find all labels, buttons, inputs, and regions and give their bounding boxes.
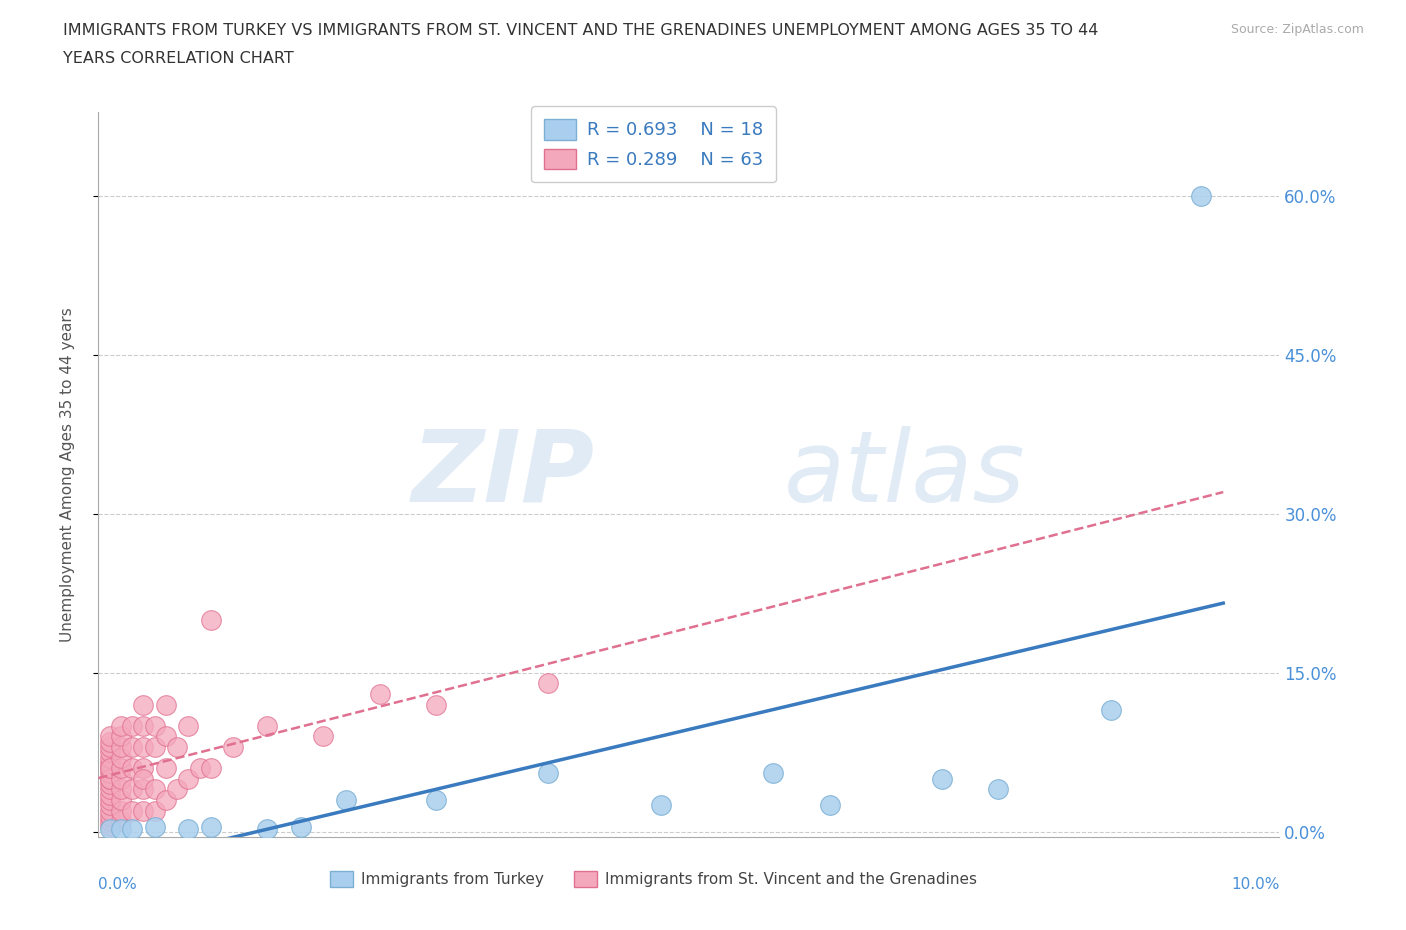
Point <box>335 792 357 807</box>
Text: ZIP: ZIP <box>412 426 595 523</box>
Point <box>110 761 132 776</box>
Point <box>132 718 155 733</box>
Point <box>177 718 200 733</box>
Point <box>143 820 166 835</box>
Point <box>818 798 841 813</box>
Point <box>110 804 132 818</box>
Point <box>650 798 672 813</box>
Point <box>200 761 222 776</box>
Point <box>121 782 143 797</box>
Point <box>166 782 188 797</box>
Point <box>256 718 278 733</box>
Text: 10.0%: 10.0% <box>1232 877 1279 892</box>
Point <box>121 761 143 776</box>
Point <box>98 821 121 836</box>
Point <box>155 729 177 744</box>
Point <box>166 739 188 754</box>
Point <box>110 729 132 744</box>
Point <box>110 751 132 765</box>
Point <box>368 686 391 701</box>
Point <box>98 798 121 813</box>
Point <box>256 821 278 836</box>
Point <box>98 808 121 823</box>
Point <box>110 771 132 786</box>
Point <box>110 814 132 829</box>
Point <box>132 782 155 797</box>
Text: Source: ZipAtlas.com: Source: ZipAtlas.com <box>1230 23 1364 36</box>
Point <box>987 782 1010 797</box>
Legend: Immigrants from Turkey, Immigrants from St. Vincent and the Grenadines: Immigrants from Turkey, Immigrants from … <box>322 863 984 895</box>
Point <box>132 771 155 786</box>
Point <box>110 782 132 797</box>
Text: YEARS CORRELATION CHART: YEARS CORRELATION CHART <box>63 51 294 66</box>
Point <box>177 771 200 786</box>
Point <box>155 698 177 712</box>
Text: atlas: atlas <box>783 426 1025 523</box>
Point <box>1189 189 1212 204</box>
Point <box>121 821 143 836</box>
Point <box>200 613 222 628</box>
Point <box>98 735 121 750</box>
Point <box>98 771 121 786</box>
Point <box>98 745 121 760</box>
Point <box>98 761 121 776</box>
Point <box>98 792 121 807</box>
Point <box>312 729 335 744</box>
Point <box>98 787 121 802</box>
Point <box>143 782 166 797</box>
Point <box>110 718 132 733</box>
Point <box>222 739 245 754</box>
Point <box>98 804 121 818</box>
Point <box>121 804 143 818</box>
Point <box>98 777 121 791</box>
Point <box>177 821 200 836</box>
Point <box>132 698 155 712</box>
Point <box>98 755 121 770</box>
Point <box>931 771 953 786</box>
Point <box>132 761 155 776</box>
Point <box>143 718 166 733</box>
Point <box>537 766 560 781</box>
Point <box>98 814 121 829</box>
Point <box>1099 702 1122 717</box>
Point <box>98 739 121 754</box>
Point <box>132 804 155 818</box>
Point <box>98 729 121 744</box>
Point <box>110 792 132 807</box>
Point <box>155 761 177 776</box>
Point <box>425 698 447 712</box>
Point <box>98 819 121 834</box>
Text: IMMIGRANTS FROM TURKEY VS IMMIGRANTS FROM ST. VINCENT AND THE GRENADINES UNEMPLO: IMMIGRANTS FROM TURKEY VS IMMIGRANTS FRO… <box>63 23 1098 38</box>
Point <box>121 739 143 754</box>
Y-axis label: Unemployment Among Ages 35 to 44 years: Unemployment Among Ages 35 to 44 years <box>60 307 75 642</box>
Point <box>188 761 211 776</box>
Point <box>110 739 132 754</box>
Point <box>121 718 143 733</box>
Point <box>290 820 312 835</box>
Point <box>762 766 785 781</box>
Point <box>537 676 560 691</box>
Point <box>98 766 121 781</box>
Point <box>110 821 132 836</box>
Point <box>143 804 166 818</box>
Point <box>98 771 121 786</box>
Point <box>200 820 222 835</box>
Point <box>425 792 447 807</box>
Point <box>155 792 177 807</box>
Point <box>132 739 155 754</box>
Point <box>98 782 121 797</box>
Point <box>143 739 166 754</box>
Point <box>98 761 121 776</box>
Point <box>98 751 121 765</box>
Text: 0.0%: 0.0% <box>98 877 138 892</box>
